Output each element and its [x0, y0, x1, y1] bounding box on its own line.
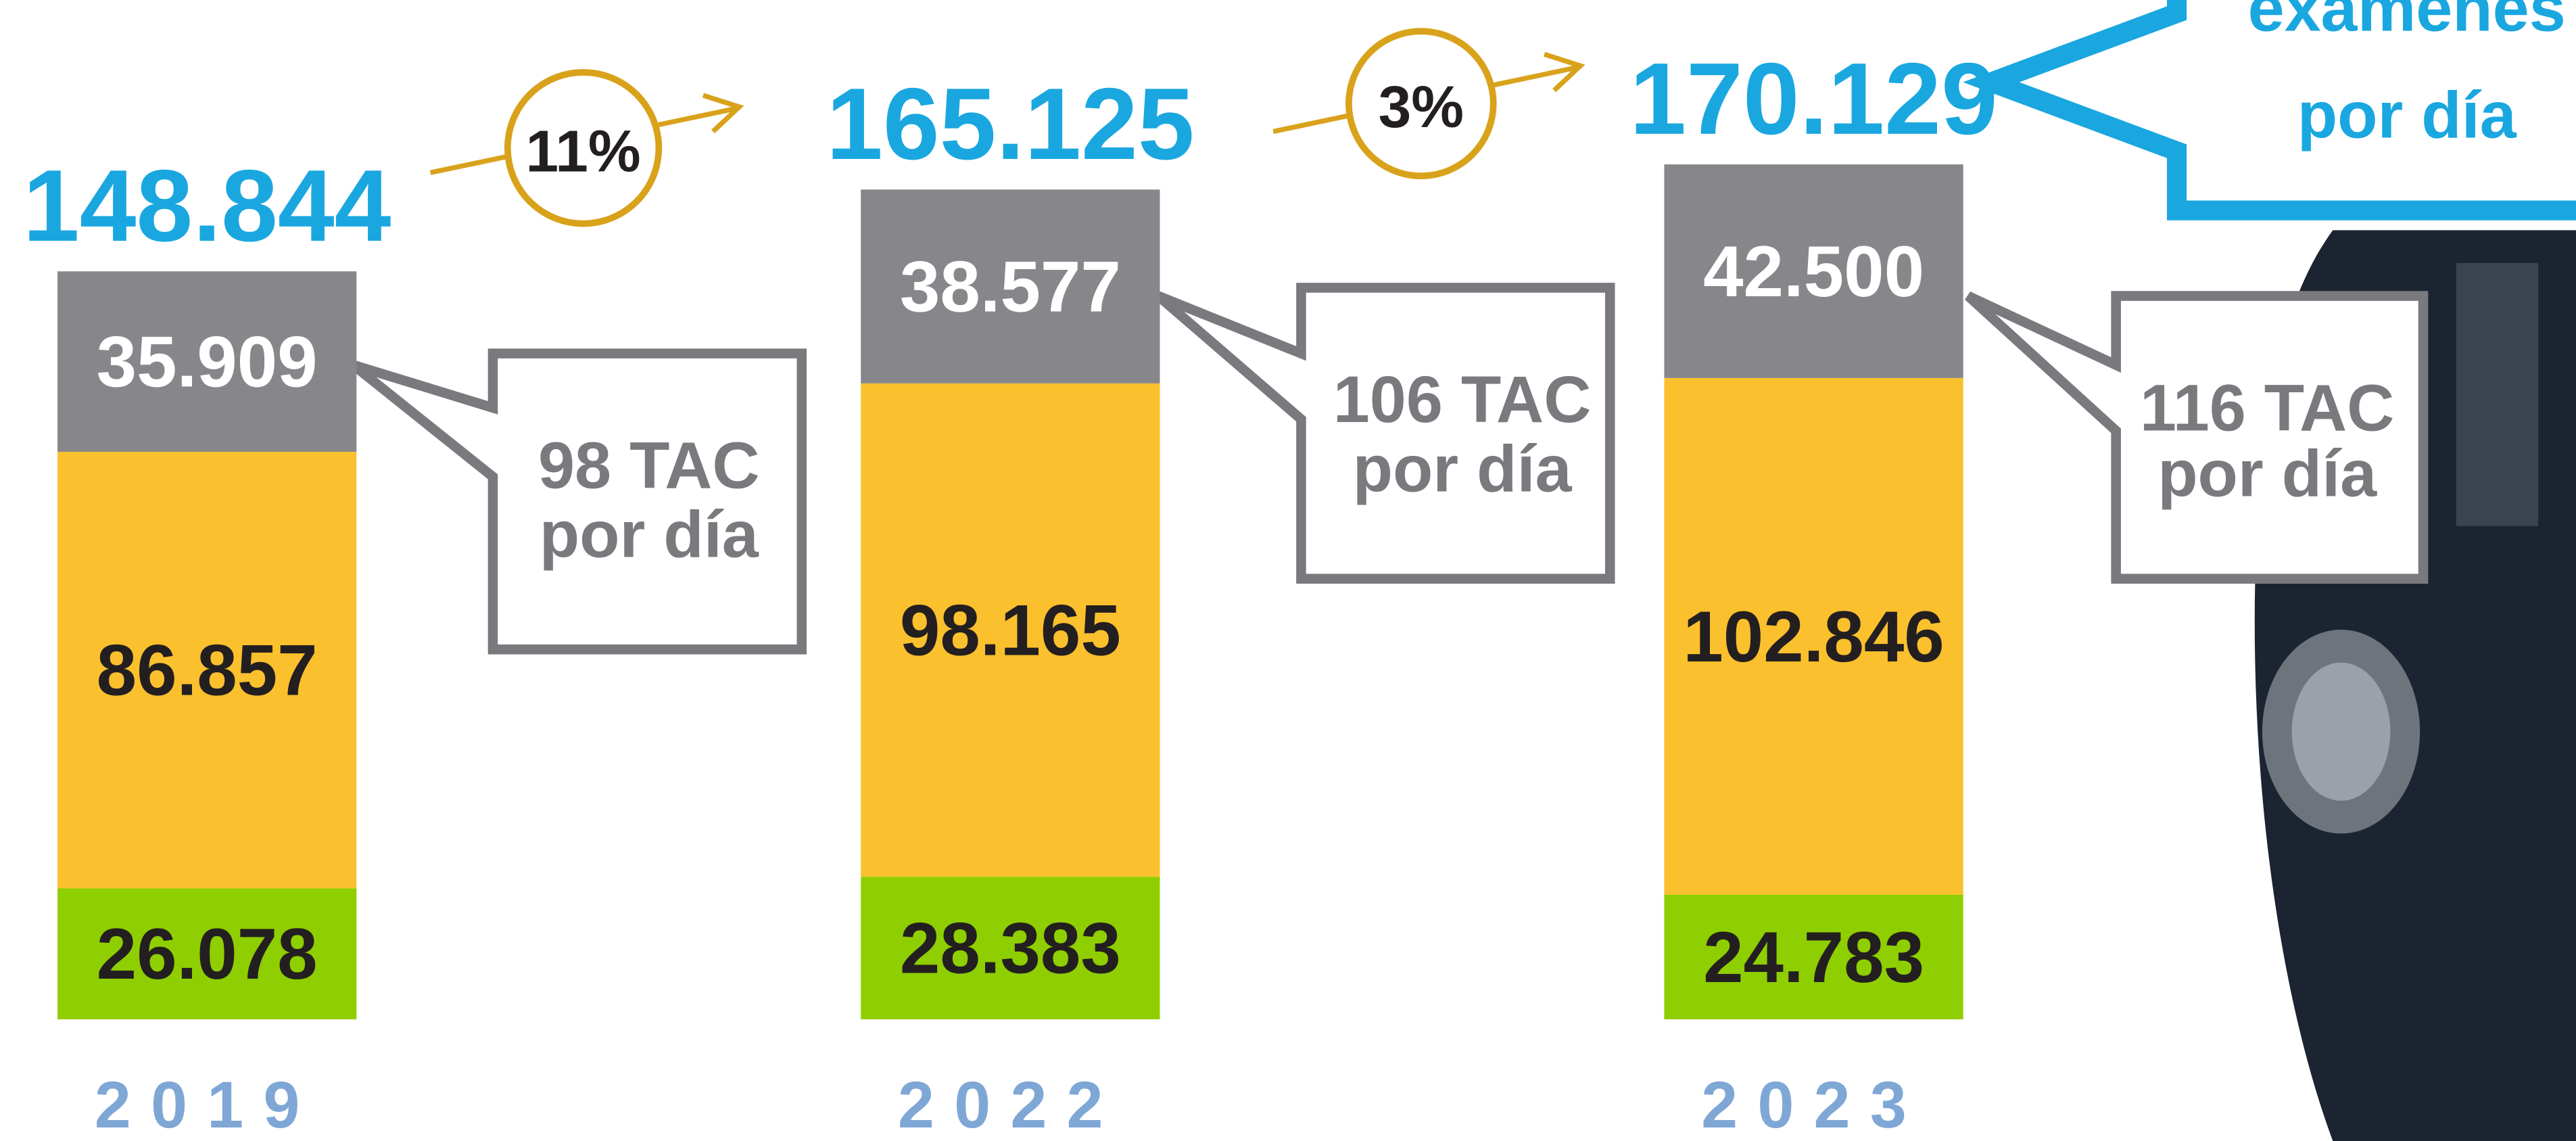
growth-label: 3% [1379, 74, 1464, 140]
value-label: 102.846 [1683, 596, 1944, 677]
value-label: 86.857 [97, 630, 318, 711]
x-tick-label: 2023 [1701, 1068, 1926, 1141]
total-label: 170.129 [1629, 42, 1998, 156]
callout-text: por día [2157, 437, 2377, 511]
value-label: 38.577 [900, 246, 1121, 327]
x-tick-label: 2019 [95, 1068, 320, 1141]
value-label: 42.500 [1703, 231, 1924, 312]
value-label: 24.783 [1703, 916, 1924, 998]
total-label: 148.844 [23, 149, 391, 262]
growth-label: 11% [525, 118, 640, 185]
callout-text: por día [1353, 432, 1573, 505]
callout-text: 116 TAC [2140, 371, 2394, 444]
callout-text: por día [540, 498, 759, 572]
total-label: 165.125 [826, 67, 1195, 181]
value-label: 35.909 [97, 321, 318, 402]
summary-callout-text: exámenes [2248, 0, 2566, 45]
value-label: 28.383 [900, 908, 1121, 989]
page: exámenes por día 11% 3% 26.078 86.857 35.9… [0, 0, 2576, 1141]
callout-text: 98 TAC [538, 428, 760, 502]
scan-image [2292, 663, 2391, 801]
chart: exámenes por día 11% 3% 26.078 86.857 35.9… [0, 0, 2576, 1141]
value-label: 98.165 [900, 590, 1121, 671]
x-tick-label: 2022 [898, 1068, 1123, 1141]
value-label: 26.078 [97, 913, 318, 994]
callout-text: 106 TAC [1333, 363, 1592, 436]
screen-text [2456, 263, 2538, 526]
summary-callout-text: por día [2297, 78, 2517, 152]
